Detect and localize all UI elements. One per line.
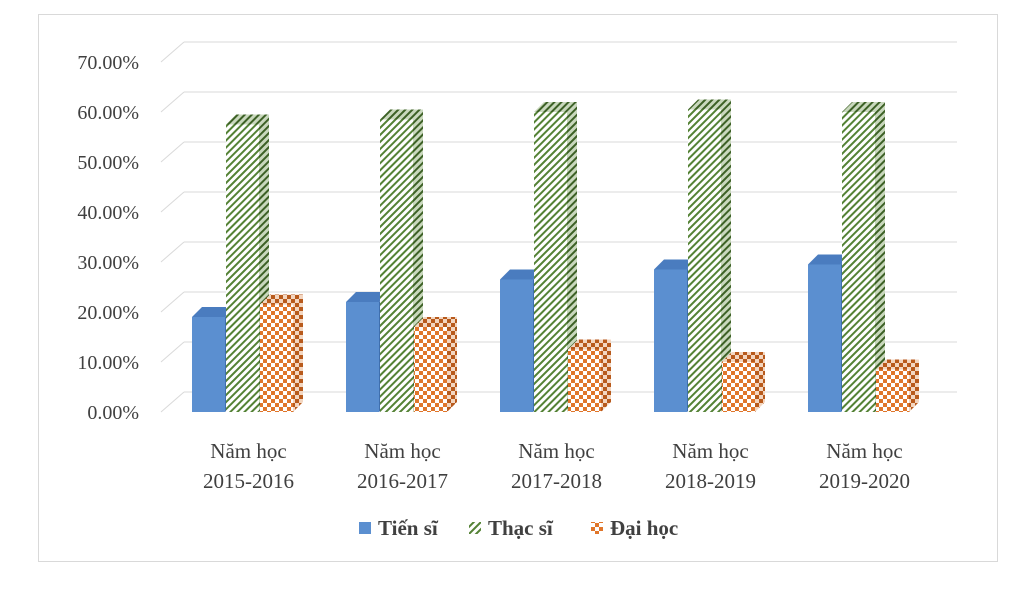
y-tick-label: 20.00% <box>77 302 139 324</box>
gridline-side <box>160 41 185 63</box>
bar-front <box>842 112 875 412</box>
bar-top <box>876 359 919 370</box>
x-axis-categories: Năm học 2015-2016 Năm học 2016-2017 Năm học 2… <box>203 439 910 493</box>
y-tick-label: 30.00% <box>77 252 139 274</box>
bar-side <box>909 359 919 412</box>
y-tick-label: 10.00% <box>77 352 139 374</box>
category-label: 2015-2016 <box>203 469 294 493</box>
bar-4-1 <box>842 102 885 412</box>
y-tick-label: 60.00% <box>77 102 139 124</box>
bar-front <box>654 269 687 412</box>
bar-front <box>808 264 841 412</box>
bar-front <box>534 112 567 412</box>
legend-swatch <box>359 522 371 534</box>
gridline-side <box>160 191 185 213</box>
bar-side <box>567 102 577 412</box>
legend-swatch <box>469 522 481 534</box>
category-label: 2016-2017 <box>357 469 448 493</box>
bar-front <box>688 109 721 412</box>
bar-1-2 <box>414 317 457 412</box>
bar-front <box>226 124 259 412</box>
gridline-side <box>160 91 185 113</box>
bar-top <box>226 114 269 125</box>
bar-3-1 <box>688 99 731 412</box>
bar-side <box>721 99 731 412</box>
bar-front <box>380 119 413 412</box>
y-tick-label: 40.00% <box>77 202 139 224</box>
bar-side <box>447 317 457 412</box>
category-label: 2017-2018 <box>511 469 602 493</box>
y-tick-label: 0.00% <box>87 402 139 424</box>
bar-3-2 <box>722 352 765 412</box>
bars <box>192 99 919 412</box>
bar-top <box>534 102 577 112</box>
bar-front <box>500 279 533 412</box>
bar-0-1 <box>226 114 269 412</box>
bar-4-2 <box>876 359 919 412</box>
bar-top <box>842 102 885 112</box>
bar-2-1 <box>534 102 577 412</box>
bar-side <box>755 352 765 412</box>
chart-svg: 0.00% 10.00% 20.00% 30.00% 40.00% 50.00% 60.00… <box>77 41 957 540</box>
gridline-side <box>160 141 185 163</box>
legend-label: Đại học <box>610 516 678 540</box>
category-label: Năm học <box>364 439 440 463</box>
bar-front <box>568 349 601 412</box>
bar-0-2 <box>260 294 303 412</box>
legend-swatch <box>591 522 603 534</box>
y-axis-ticks: 0.00% 10.00% 20.00% 30.00% 40.00% 50.00% 60.00… <box>77 52 139 424</box>
bar-top <box>192 307 235 317</box>
y-tick-label: 50.00% <box>77 152 139 174</box>
gridline-side <box>160 391 185 413</box>
bar-top <box>346 292 389 302</box>
bar-top <box>414 317 457 327</box>
category-label: Năm học <box>672 439 748 463</box>
bar-front <box>192 317 225 412</box>
bar-top <box>568 339 611 350</box>
y-tick-label: 70.00% <box>77 52 139 74</box>
legend-label: Tiến sĩ <box>378 516 439 540</box>
bar-front <box>876 369 909 412</box>
gridline-side <box>160 241 185 263</box>
bar-top <box>808 254 851 265</box>
bar-2-2 <box>568 339 611 412</box>
category-label: Năm học <box>210 439 286 463</box>
bar-top <box>654 259 697 270</box>
bar-side <box>293 294 303 412</box>
bar-top <box>500 269 543 280</box>
bar-top <box>260 294 303 305</box>
bar-front <box>260 304 293 412</box>
category-label: Năm học <box>826 439 902 463</box>
gridline-side <box>160 341 185 363</box>
category-label: 2018-2019 <box>665 469 756 493</box>
bar-top <box>722 352 765 362</box>
bar-side <box>601 339 611 412</box>
bar-side <box>875 102 885 412</box>
category-label: Năm học <box>518 439 594 463</box>
bar-top <box>380 109 423 120</box>
gridline-side <box>160 291 185 313</box>
legend-label: Thạc sĩ <box>488 516 554 540</box>
bar-front <box>722 362 755 412</box>
bar-front <box>346 302 379 412</box>
chart-frame: 0.00% 10.00% 20.00% 30.00% 40.00% 50.00% 60.00… <box>38 14 998 562</box>
bar-front <box>414 327 447 412</box>
category-label: 2019-2020 <box>819 469 910 493</box>
bar-top <box>688 99 731 110</box>
legend: Tiến sĩ Thạc sĩ Đại học <box>359 516 678 540</box>
